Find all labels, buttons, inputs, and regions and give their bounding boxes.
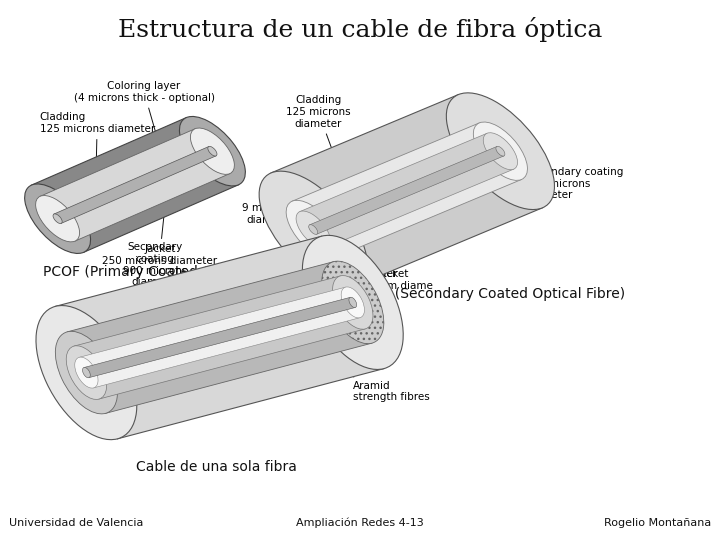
Ellipse shape: [483, 133, 518, 170]
Polygon shape: [32, 118, 238, 252]
Ellipse shape: [333, 275, 373, 329]
Text: Jacket
250 microns
diameter: Jacket 250 microns diameter: [342, 201, 407, 279]
Text: Secondary coating
900 microns
diameter: Secondary coating 900 microns diameter: [479, 167, 623, 200]
Ellipse shape: [309, 225, 318, 234]
Text: Estructura de un cable de fibra óptica: Estructura de un cable de fibra óptica: [118, 17, 602, 42]
Text: Core
9 microns
diameter: Core 9 microns diameter: [243, 192, 324, 225]
Ellipse shape: [83, 367, 90, 378]
Polygon shape: [271, 94, 542, 286]
Polygon shape: [55, 236, 384, 439]
Ellipse shape: [296, 211, 330, 248]
Text: Core
9 microns diameter: Core 9 microns diameter: [30, 195, 132, 217]
Ellipse shape: [322, 261, 384, 343]
Ellipse shape: [446, 93, 554, 210]
Polygon shape: [40, 129, 230, 241]
Ellipse shape: [53, 214, 62, 224]
Ellipse shape: [341, 287, 364, 318]
Text: Ampliación Redes 4-13: Ampliación Redes 4-13: [296, 518, 424, 528]
Text: Cladding
125 microns
diameter: Cladding 125 microns diameter: [286, 96, 351, 183]
Polygon shape: [67, 262, 372, 413]
Text: PVC jacket
(2.2 mm diame: PVC jacket (2.2 mm diame: [288, 269, 433, 319]
Ellipse shape: [190, 128, 235, 174]
Polygon shape: [79, 287, 360, 388]
Polygon shape: [300, 133, 514, 247]
Polygon shape: [54, 146, 216, 224]
Ellipse shape: [473, 122, 528, 180]
Text: Jacket
250 microns diameter: Jacket 250 microns diameter: [102, 204, 217, 266]
Ellipse shape: [24, 184, 91, 253]
Ellipse shape: [36, 306, 137, 440]
Ellipse shape: [75, 357, 98, 388]
Ellipse shape: [35, 195, 80, 242]
Polygon shape: [310, 146, 504, 234]
Text: Universidad de Valencia: Universidad de Valencia: [9, 518, 143, 528]
Text: Rogelio Montañana: Rogelio Montañana: [604, 518, 711, 528]
Text: Cable de una sola fibra: Cable de una sola fibra: [135, 460, 297, 474]
Ellipse shape: [349, 297, 356, 308]
Text: Secondary
coating
900 microns
diameter: Secondary coating 900 microns diameter: [122, 242, 193, 340]
Ellipse shape: [66, 346, 107, 400]
Polygon shape: [74, 276, 365, 399]
Polygon shape: [292, 123, 521, 258]
Ellipse shape: [259, 171, 367, 288]
Ellipse shape: [55, 332, 117, 414]
Text: SCOF (Secondary Coated Optical Fibre): SCOF (Secondary Coated Optical Fibre): [353, 287, 625, 301]
Ellipse shape: [179, 117, 246, 186]
Ellipse shape: [496, 146, 505, 156]
Ellipse shape: [302, 235, 403, 369]
Text: Coloring layer
(4 microns thick - optional): Coloring layer (4 microns thick - option…: [73, 81, 215, 158]
Ellipse shape: [286, 200, 341, 259]
Text: Aramid
strength fibres: Aramid strength fibres: [284, 349, 430, 402]
Text: Cladding
125 microns diameter: Cladding 125 microns diameter: [40, 112, 155, 180]
Text: PCOF (Primary Coated Optical Fibre): PCOF (Primary Coated Optical Fibre): [43, 265, 295, 279]
Polygon shape: [84, 298, 355, 377]
Ellipse shape: [208, 146, 217, 156]
